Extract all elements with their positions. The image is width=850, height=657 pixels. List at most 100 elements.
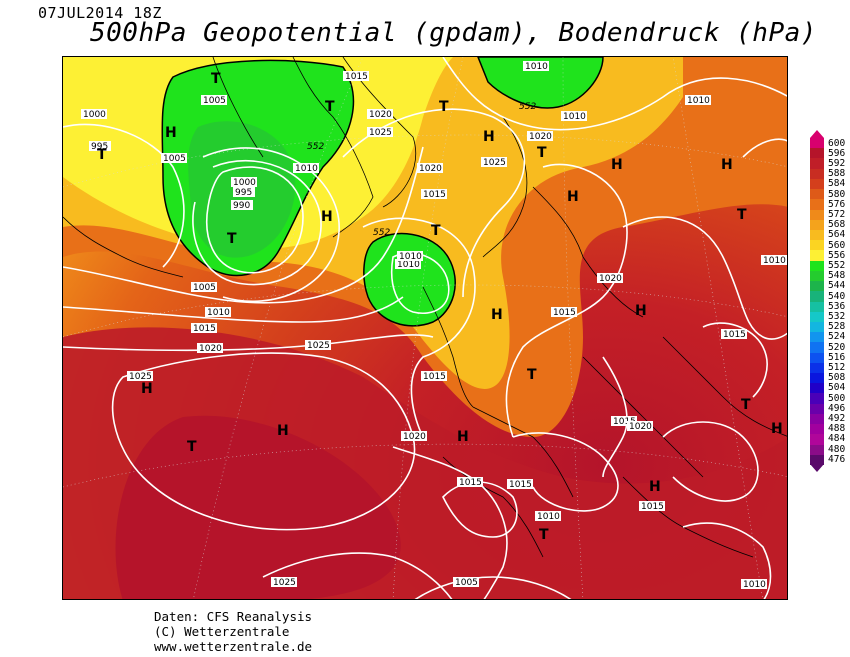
legend-level-label: 520 — [828, 341, 846, 353]
date-label: 07JUL2014 18Z — [38, 4, 162, 22]
legend-level-label: 504 — [828, 382, 846, 394]
legend-swatch — [810, 383, 824, 394]
legend-top-arrow — [810, 130, 824, 138]
legend-level-label: 500 — [828, 392, 846, 404]
isobar-label: 1025 — [307, 341, 330, 351]
legend-swatch — [810, 209, 824, 220]
legend-swatch — [810, 342, 824, 353]
legend-swatch — [810, 158, 824, 169]
isobar-label: 1025 — [129, 372, 152, 382]
legend-bar — [810, 138, 824, 465]
legend-level-label: 496 — [828, 402, 846, 414]
isobar-label: 1015 — [459, 478, 482, 488]
legend-swatch — [810, 444, 824, 455]
isobar-label: 1005 — [203, 96, 226, 106]
color-legend: 600 596 592 588 584 580 576 572 568 564 560 556 552 5… — [810, 130, 850, 530]
legend-level-label: 584 — [828, 178, 846, 190]
legend-swatch — [810, 148, 824, 159]
legend-swatch — [810, 250, 824, 261]
low-label: T — [537, 145, 547, 161]
high-label: H — [649, 479, 661, 495]
legend-level-label: 516 — [828, 351, 846, 363]
isobar-label: 1020 — [419, 164, 442, 174]
isobar-label: 1000 — [233, 178, 256, 188]
legend-level-label: 600 — [828, 137, 846, 149]
low-label: T — [539, 527, 549, 543]
isobar-label: 995 — [235, 188, 252, 198]
low-label: T — [325, 99, 335, 115]
isobar-label: 990 — [233, 201, 250, 211]
high-label: H — [491, 307, 503, 323]
legend-level-label: 552 — [828, 259, 846, 271]
low-label: T — [97, 147, 107, 163]
isobar-label-552: 552 — [307, 142, 324, 152]
green-low-scotland — [363, 232, 456, 327]
legend-level-label: 540 — [828, 290, 846, 302]
isobar-label: 1015 — [723, 330, 746, 340]
legend-swatch — [810, 301, 824, 312]
isobar-label: 1025 — [273, 578, 296, 588]
legend-swatch — [810, 260, 824, 271]
high-label: H — [635, 303, 647, 319]
legend-swatch — [810, 178, 824, 190]
legend-swatch — [810, 219, 824, 230]
low-label: T — [227, 231, 237, 247]
isobar-label: 1010 — [563, 112, 586, 122]
legend-level-label: 484 — [828, 433, 846, 445]
legend-level-label: 580 — [828, 188, 846, 200]
legend-level-label: 480 — [828, 443, 846, 455]
legend-swatch — [810, 281, 824, 292]
legend-swatch — [810, 240, 824, 251]
legend-swatch — [810, 332, 824, 343]
high-label: H — [457, 429, 469, 445]
legend-level-label: 576 — [828, 198, 846, 210]
isobar-label: 1020 — [599, 274, 622, 284]
high-label: H — [771, 421, 783, 437]
legend-level-label: 548 — [828, 270, 846, 282]
low-label: T — [431, 223, 441, 239]
isobar-label: 1010 — [687, 96, 710, 106]
legend-swatch — [810, 352, 824, 363]
legend-swatch — [810, 424, 824, 435]
isobar-label-552: 552 — [373, 228, 390, 238]
legend-level-label: 508 — [828, 372, 846, 384]
legend-level-label: 556 — [828, 249, 846, 261]
legend-swatch — [810, 199, 824, 210]
legend-swatch — [810, 321, 824, 333]
credits-url: www.wetterzentrale.de — [154, 639, 313, 654]
credits-copyright: (C) Wetterzentrale — [154, 624, 290, 639]
isobar-label: 1020 — [199, 344, 222, 354]
legend-swatch — [810, 229, 824, 241]
isobar-label: 1010 — [537, 512, 560, 522]
isobar-label: 1015 — [423, 372, 446, 382]
isobar-label: 1010 — [207, 308, 230, 318]
isobar-label: 1025 — [483, 158, 506, 168]
legend-level-label: 476 — [828, 453, 846, 465]
isobar-label: 1015 — [423, 190, 446, 200]
low-label: T — [527, 367, 537, 383]
isobar-label: 1015 — [509, 480, 532, 490]
green-low-north — [477, 57, 604, 109]
high-label: H — [483, 129, 495, 145]
low-label: T — [211, 71, 221, 87]
legend-swatch — [810, 434, 824, 445]
pressure-centers: H H H H H H H H H H H H H T T T T T T T … — [97, 71, 783, 543]
legend-level-label: 512 — [828, 361, 846, 373]
legend-swatch — [810, 189, 824, 200]
legend-level-label: 544 — [828, 280, 846, 292]
high-label: H — [165, 125, 177, 141]
legend-level-label: 536 — [828, 300, 846, 312]
isobar-label: 1010 — [743, 580, 766, 590]
legend-swatch — [810, 311, 824, 322]
high-label: H — [141, 381, 153, 397]
legend-swatch — [810, 373, 824, 384]
legend-swatch — [810, 413, 824, 425]
low-label: T — [741, 397, 751, 413]
legend-level-label: 572 — [828, 208, 846, 220]
legend-swatch — [810, 362, 824, 374]
isobar-label: 1015 — [345, 72, 368, 82]
legend-level-label: 592 — [828, 157, 846, 169]
isobar-label: 1020 — [529, 132, 552, 142]
legend-swatch — [810, 393, 824, 404]
isobar-label: 1025 — [369, 128, 392, 138]
